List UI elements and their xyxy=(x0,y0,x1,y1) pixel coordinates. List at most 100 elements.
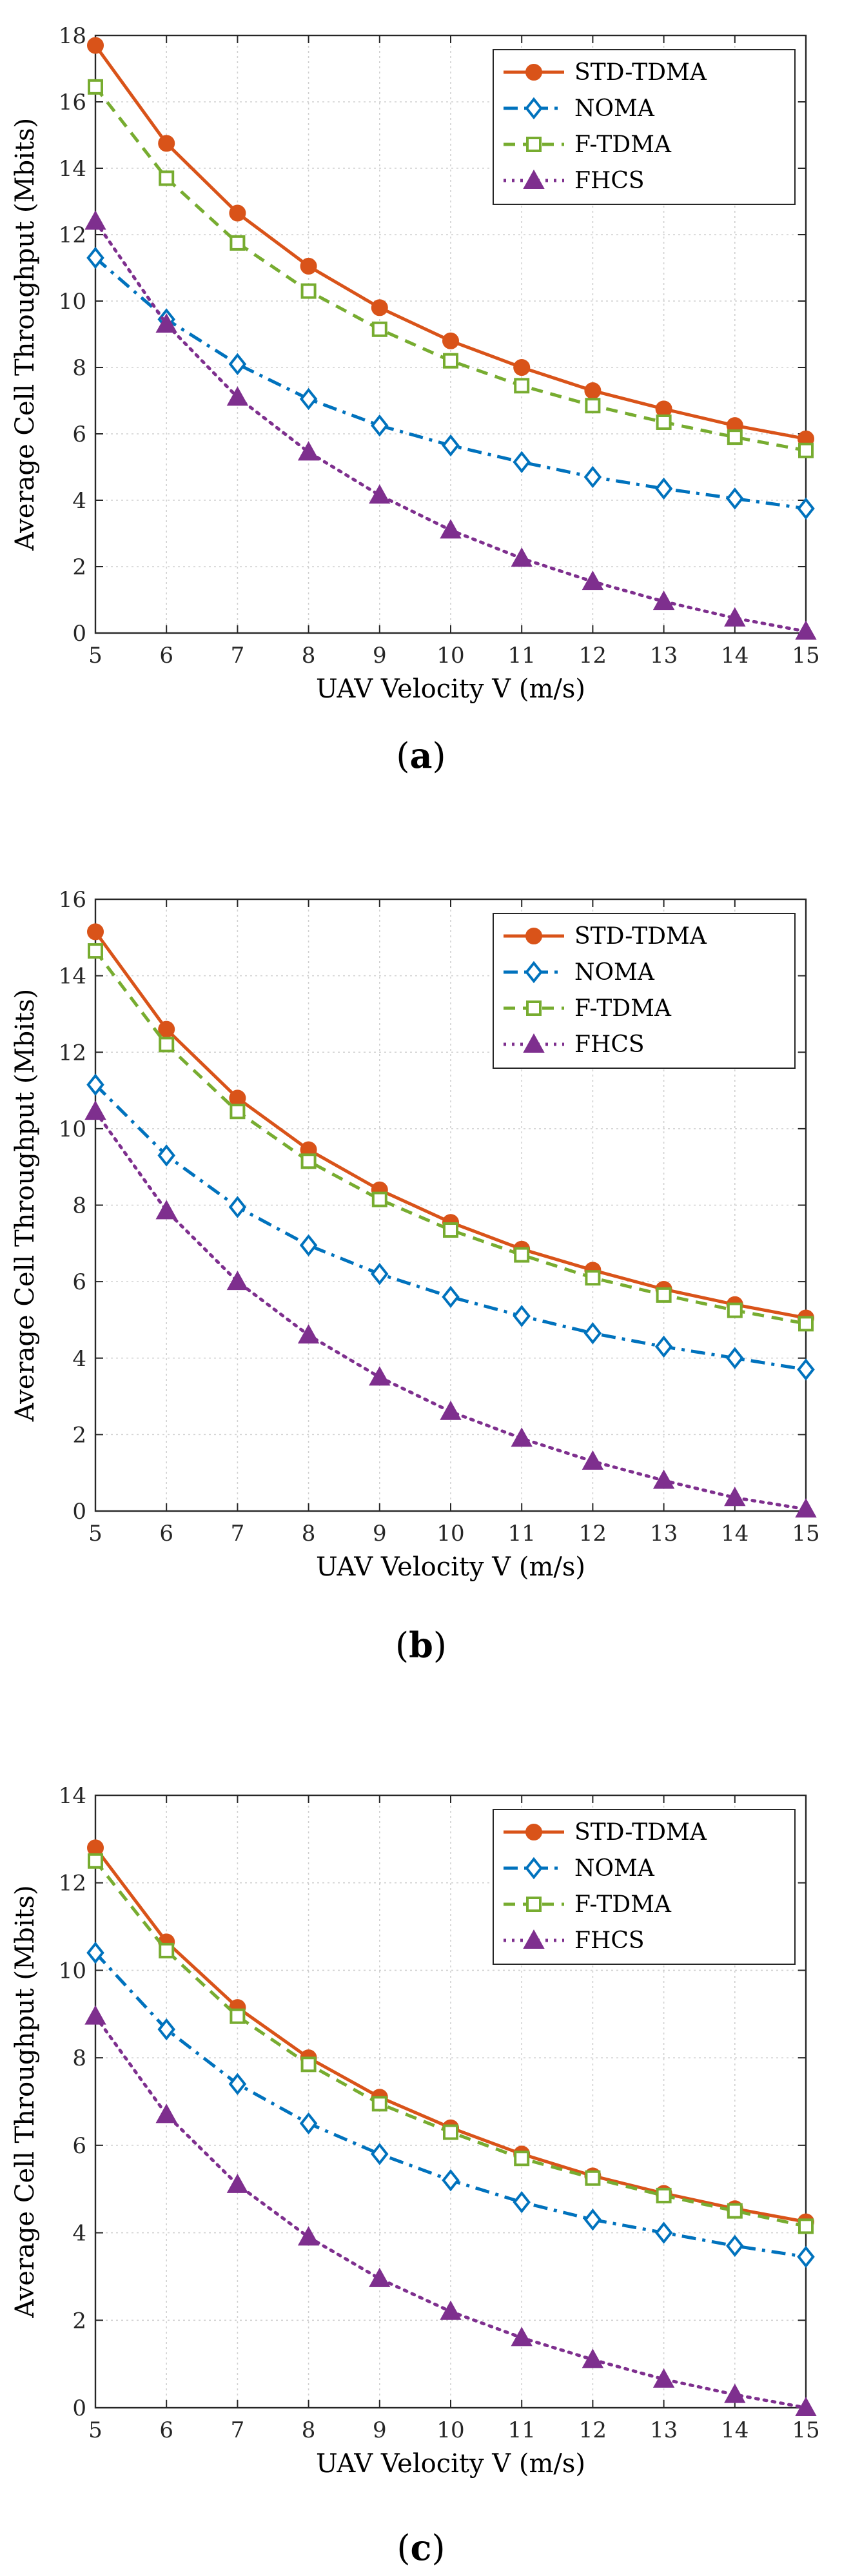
data-point xyxy=(84,2005,106,2025)
legend-swatch-marker xyxy=(526,1000,542,1016)
x-tick-label: 15 xyxy=(792,1521,819,1547)
data-point xyxy=(230,2008,246,2024)
y-tick-label: 2 xyxy=(72,2308,86,2334)
x-tick-label: 11 xyxy=(508,2417,536,2443)
x-tick-label: 15 xyxy=(792,2417,819,2443)
data-point xyxy=(230,235,246,251)
data-point xyxy=(159,1037,175,1053)
data-point xyxy=(652,2368,675,2388)
legend: STD-TDMA NOMA F-TDMA FHCS xyxy=(493,913,796,1069)
series-fhcs xyxy=(84,210,817,640)
legend-swatch-marker xyxy=(525,64,542,81)
legend-swatch-marker xyxy=(525,1824,542,1840)
x-tick-label: 7 xyxy=(231,643,245,668)
series-line xyxy=(94,1083,807,1372)
series-noma xyxy=(86,246,815,520)
data-point xyxy=(443,1222,458,1238)
data-point xyxy=(371,2096,387,2112)
y-tick-label: 2 xyxy=(72,1422,86,1448)
data-point xyxy=(155,313,177,333)
data-point xyxy=(656,1287,672,1303)
data-point xyxy=(443,353,458,369)
y-tick-label: 12 xyxy=(59,1040,86,1066)
y-tick-label: 8 xyxy=(72,1193,86,1219)
data-point xyxy=(87,37,104,54)
y-tick-label: 12 xyxy=(59,1871,86,1897)
axes-frame xyxy=(94,34,807,634)
y-tick-label: 0 xyxy=(72,1499,86,1525)
data-point xyxy=(656,2187,672,2203)
x-tick-label: 9 xyxy=(373,1521,387,1547)
data-point xyxy=(230,1104,246,1120)
data-point xyxy=(88,79,103,95)
y-tick-label: 0 xyxy=(72,2395,86,2421)
data-point xyxy=(655,400,672,418)
y-tick-label: 6 xyxy=(72,2133,86,2159)
legend-label: NOMA xyxy=(574,1855,655,1882)
data-point xyxy=(511,1427,533,1447)
y-axis-label: Average Cell Throughput (Mbits) xyxy=(10,1885,40,2318)
y-tick-label: 10 xyxy=(59,1117,86,1142)
y-tick-label: 4 xyxy=(72,488,86,514)
data-point xyxy=(371,321,387,337)
series-noma xyxy=(86,1942,815,2269)
legend-item: F-TDMA xyxy=(504,995,672,1022)
data-point xyxy=(226,2173,249,2193)
data-point xyxy=(726,487,744,510)
y-tick-label: 6 xyxy=(72,422,86,447)
caption-close-paren: ) xyxy=(431,2528,445,2568)
data-point xyxy=(513,451,531,473)
chart-panel-c: 5 6 7 8 9 10 11 12 13 14 15 0 2 4 6 8 10 12 14 UAV Velocity… xyxy=(0,1760,842,2576)
data-point xyxy=(88,1853,103,1869)
y-axis-label: Average Cell Throughput (Mbits) xyxy=(10,118,40,551)
legend-label: NOMA xyxy=(574,95,655,122)
x-tick-label: 5 xyxy=(88,1521,103,1547)
y-tick-label: 14 xyxy=(59,964,86,990)
x-tick-label: 12 xyxy=(579,2417,607,2443)
data-point xyxy=(299,2112,318,2135)
data-point xyxy=(585,2170,601,2186)
x-tick-label: 12 xyxy=(579,643,607,668)
x-tick-label: 9 xyxy=(373,643,387,668)
data-point xyxy=(724,2383,746,2403)
data-point xyxy=(369,1366,391,1386)
data-point xyxy=(155,2103,177,2123)
legend-swatch-marker xyxy=(525,97,543,120)
data-point xyxy=(724,1487,746,1507)
data-point xyxy=(442,2169,460,2192)
legend-swatch-marker xyxy=(525,961,543,984)
data-point xyxy=(584,382,602,400)
data-point xyxy=(583,1322,602,1345)
x-axis-label: UAV Velocity V (m/s) xyxy=(316,1552,585,1582)
y-tick-label: 6 xyxy=(72,1269,86,1295)
data-point xyxy=(371,1263,389,1285)
legend-item: FHCS xyxy=(504,1927,645,1954)
data-point xyxy=(582,2348,604,2368)
data-point xyxy=(583,2209,602,2231)
data-point xyxy=(228,1196,247,1218)
data-point xyxy=(371,1191,387,1207)
legend-item: STD-TDMA xyxy=(504,59,707,86)
legend-swatch-marker xyxy=(526,137,542,152)
y-tick-label: 14 xyxy=(59,1783,86,1809)
legend-swatch-marker xyxy=(523,1929,545,1949)
y-tick-label: 16 xyxy=(59,887,86,913)
data-point xyxy=(798,442,814,458)
data-point xyxy=(158,1020,175,1038)
legend-label: FHCS xyxy=(574,1031,645,1058)
x-tick-label: 14 xyxy=(721,1521,749,1547)
y-tick-label: 8 xyxy=(72,2045,86,2071)
legend-swatch-marker xyxy=(523,1033,545,1053)
legend-item: STD-TDMA xyxy=(504,1819,707,1846)
y-tick-label: 12 xyxy=(59,222,86,248)
series-noma xyxy=(86,1073,815,1381)
data-point xyxy=(726,1347,744,1369)
data-point xyxy=(513,359,531,376)
data-point xyxy=(797,1358,815,1381)
data-point xyxy=(369,2267,391,2287)
legend-label: F-TDMA xyxy=(574,1891,672,1918)
series-f-tdma xyxy=(88,1853,814,2234)
legend-label: STD-TDMA xyxy=(574,923,707,950)
x-tick-label: 11 xyxy=(508,643,536,668)
data-point xyxy=(84,210,106,230)
